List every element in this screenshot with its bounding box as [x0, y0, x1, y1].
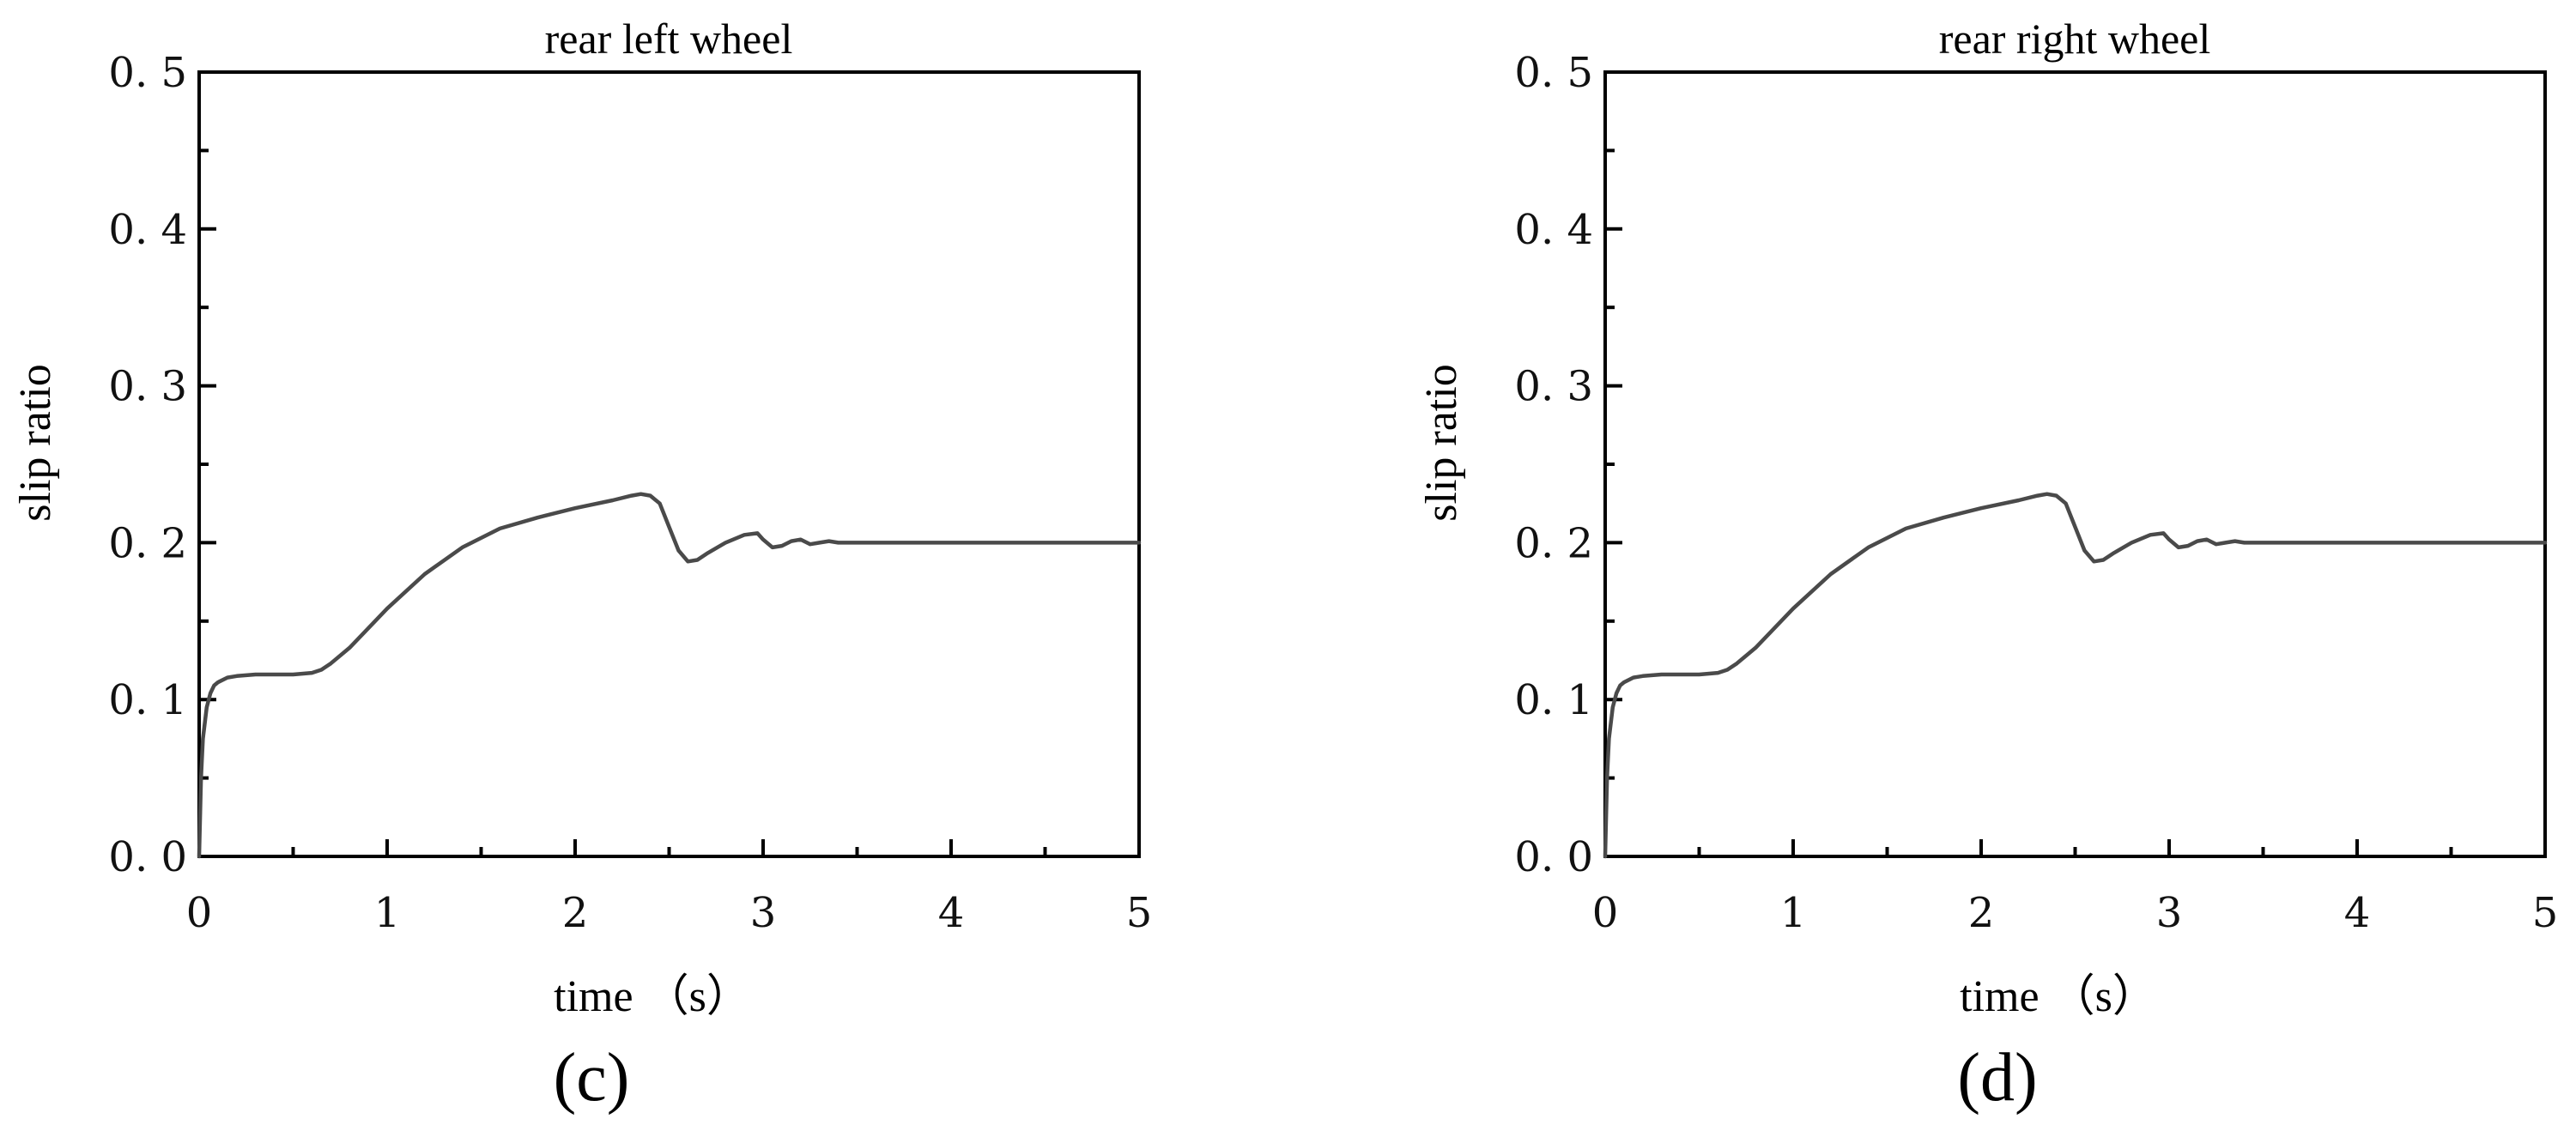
- x-tick-label: 4: [2344, 889, 2371, 937]
- x-tick-label: 1: [1780, 889, 1807, 937]
- y-tick-label: 0. 1: [108, 676, 187, 724]
- chart-panel-c: 0 1 2 3 4 5 0. 0 0. 1 0. 2 0. 3 0. 4 0. 5 rear left …: [11, 15, 1152, 1116]
- x-tick-label: 1: [374, 889, 401, 937]
- y-tick-label: 0. 2: [108, 519, 187, 567]
- series-line-0: [197, 492, 1142, 859]
- y-tick-label: 0. 3: [1514, 363, 1593, 411]
- y-tick-label: 0. 0: [1514, 833, 1593, 881]
- x-tick-label: 2: [562, 889, 589, 937]
- y-tick-label: 0. 2: [1514, 519, 1593, 567]
- y-tick-label: 0. 1: [1514, 676, 1593, 724]
- x-tick-label: 0: [1592, 889, 1619, 937]
- x-tick-label: 2: [1968, 889, 1995, 937]
- x-tick-label: 3: [750, 889, 777, 937]
- panel-label: (c): [554, 1040, 630, 1116]
- y-tick-label: 0. 0: [108, 833, 187, 881]
- y-tick-label: 0. 3: [108, 363, 187, 411]
- x-tick-label: 5: [2532, 889, 2559, 937]
- panel-label: (d): [1957, 1040, 2037, 1116]
- x-tick-label: 3: [2156, 889, 2183, 937]
- chart-title: rear right wheel: [1939, 15, 2211, 63]
- series-line-0: [1603, 492, 2548, 859]
- x-tick-label: 5: [1126, 889, 1153, 937]
- plot-frame: [1603, 70, 2547, 858]
- y-tick-label: 0. 4: [1514, 206, 1593, 254]
- y-tick-label: 0. 4: [108, 206, 187, 254]
- y-axis-label: slip ratio: [11, 364, 60, 521]
- x-tick-label: 4: [938, 889, 965, 937]
- x-tick-label: 0: [186, 889, 213, 937]
- plot-frame: [197, 70, 1141, 858]
- y-tick-label: 0. 5: [108, 49, 187, 97]
- y-axis-label: slip ratio: [1417, 364, 1466, 521]
- x-axis-label: time （s）: [554, 972, 751, 1021]
- chart-panel-d: 0 1 2 3 4 5 0. 0 0. 1 0. 2 0. 3 0. 4 0. 5 rear right…: [1417, 15, 2558, 1116]
- chart-title: rear left wheel: [545, 15, 793, 63]
- x-axis-label: time （s）: [1960, 972, 2157, 1021]
- y-tick-label: 0. 5: [1514, 49, 1593, 97]
